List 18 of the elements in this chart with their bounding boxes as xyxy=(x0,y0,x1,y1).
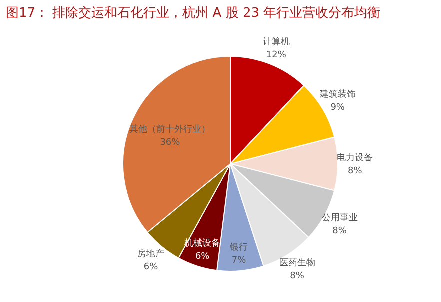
data-label: 9% xyxy=(330,102,346,113)
slice-label: 其他（前十外行业） xyxy=(130,124,211,135)
slice-label: 计算机 xyxy=(262,36,290,48)
slice-label: 房地产 xyxy=(138,248,165,260)
data-label: 8% xyxy=(332,226,348,236)
data-label: 36% xyxy=(160,138,181,148)
data-label: 8% xyxy=(290,272,305,282)
data-label: 8% xyxy=(348,166,363,176)
slice-label: 建筑装饰 xyxy=(318,88,356,100)
data-label: 6% xyxy=(144,262,159,272)
slice-label: 公用事业 xyxy=(322,212,358,224)
data-label: 12% xyxy=(266,50,287,60)
slice-label: 电力设备 xyxy=(337,152,374,164)
slice-label: 银行 xyxy=(229,242,248,254)
data-label: 7% xyxy=(232,256,247,266)
slice-label: 医药生物 xyxy=(279,258,316,269)
data-label: 6% xyxy=(195,252,210,262)
chart-title: 图17： 排除交运和石化行业，杭州 A 股 23 年行业营收分布均衡 xyxy=(6,5,381,22)
